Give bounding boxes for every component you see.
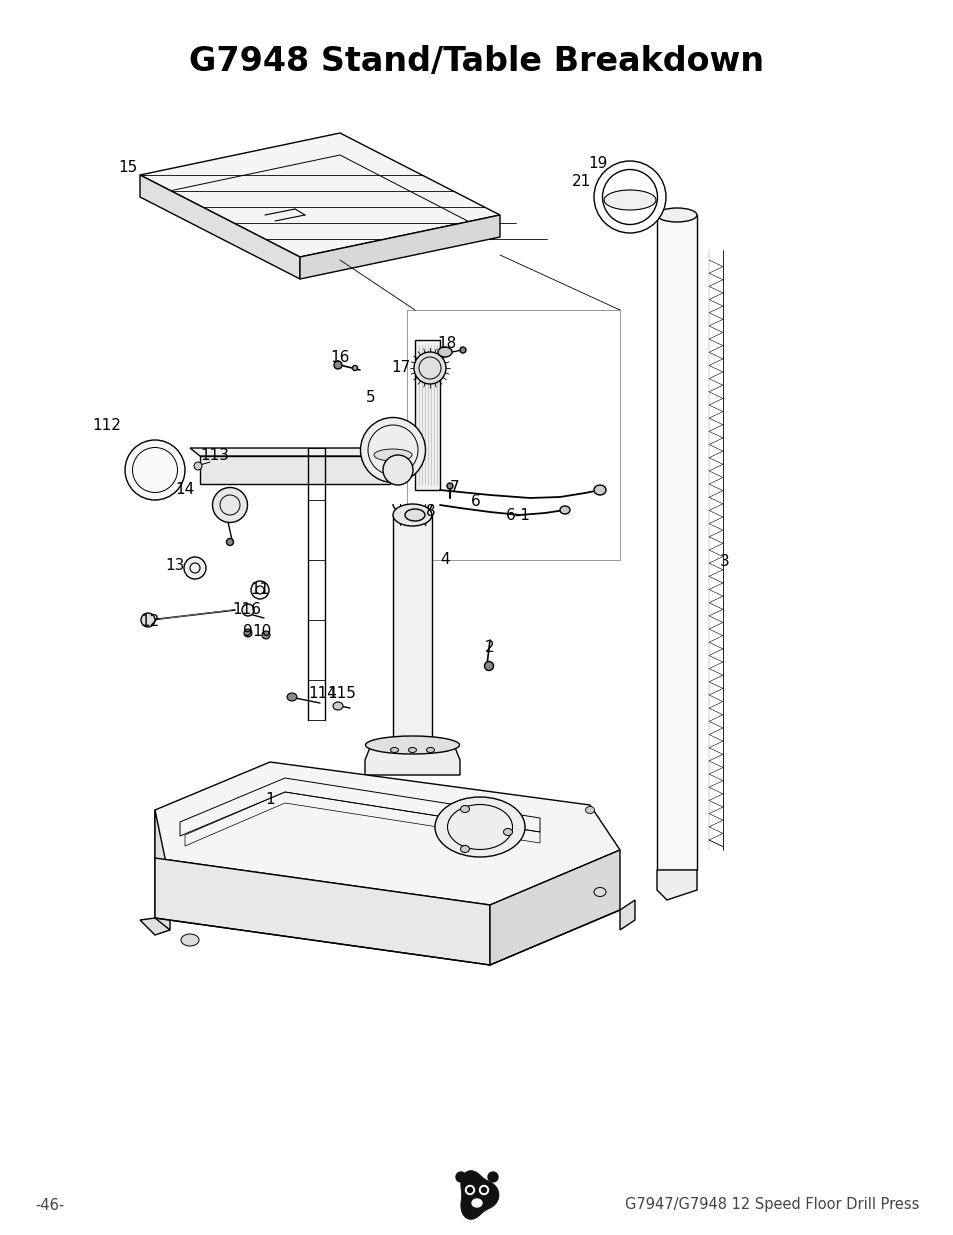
- Text: 6: 6: [471, 494, 480, 510]
- Ellipse shape: [488, 1172, 497, 1182]
- Ellipse shape: [382, 454, 413, 485]
- Text: 6-1: 6-1: [505, 509, 530, 524]
- Ellipse shape: [251, 580, 269, 599]
- Text: 16: 16: [330, 351, 350, 366]
- Ellipse shape: [426, 747, 434, 752]
- Ellipse shape: [594, 888, 605, 897]
- Polygon shape: [190, 448, 390, 456]
- Text: 116: 116: [233, 603, 261, 618]
- Ellipse shape: [585, 806, 594, 814]
- Text: G7948 Stand/Table Breakdown: G7948 Stand/Table Breakdown: [190, 46, 763, 79]
- Text: 8: 8: [426, 505, 436, 520]
- Ellipse shape: [333, 701, 343, 710]
- Ellipse shape: [125, 440, 185, 500]
- Ellipse shape: [141, 613, 154, 627]
- Ellipse shape: [352, 366, 357, 370]
- Text: 114: 114: [308, 685, 337, 700]
- Ellipse shape: [594, 485, 605, 495]
- Polygon shape: [657, 215, 697, 869]
- Ellipse shape: [460, 846, 469, 852]
- Text: 21: 21: [572, 174, 591, 189]
- Ellipse shape: [437, 347, 452, 357]
- Text: 10: 10: [253, 625, 272, 640]
- Ellipse shape: [447, 483, 453, 489]
- Ellipse shape: [465, 1186, 474, 1194]
- Text: 112: 112: [92, 417, 121, 432]
- Ellipse shape: [481, 1188, 486, 1193]
- Ellipse shape: [603, 190, 656, 210]
- Ellipse shape: [479, 1186, 488, 1194]
- Text: 19: 19: [588, 156, 607, 170]
- Text: 5: 5: [366, 390, 375, 405]
- Ellipse shape: [184, 557, 206, 579]
- Polygon shape: [140, 133, 499, 257]
- Ellipse shape: [456, 1172, 465, 1182]
- Polygon shape: [299, 215, 499, 279]
- Text: 15: 15: [118, 161, 137, 175]
- Ellipse shape: [374, 450, 412, 461]
- Polygon shape: [393, 515, 432, 745]
- Ellipse shape: [503, 829, 512, 836]
- Polygon shape: [200, 456, 390, 484]
- Ellipse shape: [405, 509, 424, 521]
- Ellipse shape: [334, 361, 341, 369]
- Text: 11: 11: [250, 583, 270, 598]
- Ellipse shape: [393, 504, 432, 526]
- Text: 1: 1: [265, 793, 274, 808]
- Polygon shape: [490, 850, 619, 965]
- Ellipse shape: [460, 805, 469, 813]
- Polygon shape: [460, 1171, 498, 1219]
- Ellipse shape: [226, 538, 233, 546]
- Ellipse shape: [181, 934, 199, 946]
- Ellipse shape: [559, 506, 569, 514]
- Polygon shape: [154, 762, 619, 905]
- Ellipse shape: [484, 662, 493, 671]
- Polygon shape: [415, 340, 439, 490]
- Ellipse shape: [193, 462, 202, 471]
- Ellipse shape: [365, 736, 459, 755]
- Text: 2: 2: [485, 641, 495, 656]
- Ellipse shape: [390, 747, 398, 752]
- Text: 3: 3: [720, 555, 729, 569]
- Polygon shape: [154, 810, 170, 930]
- Text: G7947/G7948 12 Speed Floor Drill Press: G7947/G7948 12 Speed Floor Drill Press: [624, 1198, 918, 1213]
- Ellipse shape: [213, 488, 247, 522]
- Polygon shape: [657, 869, 697, 900]
- Text: 115: 115: [327, 685, 356, 700]
- Text: 17: 17: [391, 359, 410, 374]
- Text: 18: 18: [436, 336, 456, 351]
- Text: 4: 4: [439, 552, 450, 568]
- Polygon shape: [154, 858, 490, 965]
- Ellipse shape: [360, 417, 425, 483]
- Text: 9: 9: [243, 625, 253, 640]
- Ellipse shape: [414, 352, 446, 384]
- Ellipse shape: [594, 161, 665, 233]
- Text: 7: 7: [450, 479, 459, 494]
- Ellipse shape: [244, 629, 252, 637]
- Ellipse shape: [467, 1188, 472, 1193]
- Ellipse shape: [287, 693, 296, 701]
- Text: 13: 13: [165, 557, 185, 573]
- Ellipse shape: [408, 747, 416, 752]
- Text: 14: 14: [175, 483, 194, 498]
- Polygon shape: [365, 745, 459, 776]
- Polygon shape: [140, 175, 299, 279]
- Text: -46-: -46-: [35, 1198, 64, 1213]
- Polygon shape: [619, 900, 635, 930]
- Ellipse shape: [262, 631, 270, 638]
- Ellipse shape: [472, 1199, 481, 1207]
- Ellipse shape: [657, 207, 697, 222]
- Ellipse shape: [435, 797, 524, 857]
- Text: 113: 113: [200, 447, 230, 462]
- Ellipse shape: [459, 347, 465, 353]
- Ellipse shape: [242, 604, 253, 616]
- Polygon shape: [140, 918, 170, 935]
- Text: 12: 12: [140, 615, 159, 630]
